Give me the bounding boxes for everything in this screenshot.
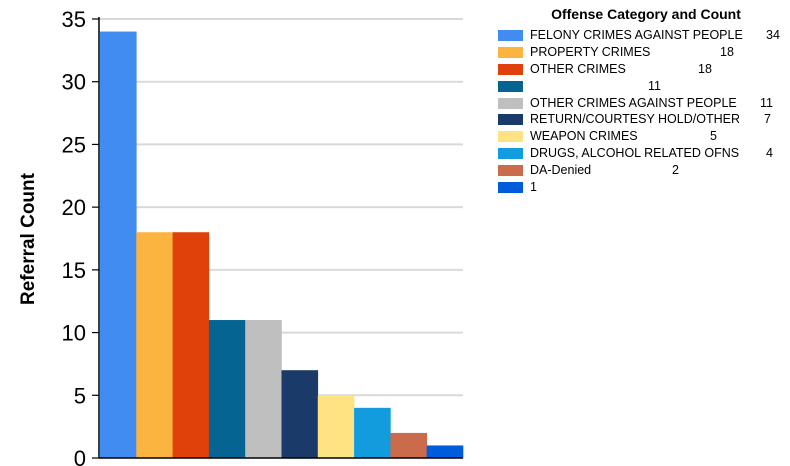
legend-item: DRUGS, ALCOHOL RELATED OFNS 4 [496,146,786,163]
legend-swatch [498,97,523,109]
legend-label: PROPERTY CRIMES [530,44,651,59]
legend-count: 34 [766,28,780,42]
legend-count: 11 [648,78,661,93]
y-tick-label: 35 [62,7,86,32]
y-tick-label: 15 [62,258,86,283]
legend-count: 2 [672,163,679,178]
legend-label: WEAPON CRIMES [530,129,638,144]
legend-title: Offense Category and Count [551,6,741,22]
legend-item: OTHER CRIMES AGAINST PEOPLE 11 [496,96,786,113]
y-tick-label: 20 [62,195,86,220]
bar [281,370,319,458]
bars [100,31,464,459]
bar [208,320,246,458]
legend-label: FELONY CRIMES AGAINST PEOPLE [530,28,743,42]
legend-count: 7 [764,112,771,127]
legend-count: 5 [710,129,717,144]
bar [245,320,282,458]
y-tick-label: 0 [74,446,86,466]
bar [136,232,173,458]
legend-item: 1 [496,180,786,197]
legend-count: 18 [698,61,712,76]
y-tick-label: 30 [62,70,86,95]
legend-label: OTHER CRIMES AGAINST PEOPLE [530,95,737,110]
legend-item: FELONY CRIMES AGAINST PEOPLE 34 [496,28,786,45]
legend-item: OTHER CRIMES 18 [496,62,786,79]
y-tick-label: 25 [62,132,86,157]
legend-swatch [498,46,523,58]
legend-swatch [498,63,523,75]
legend-item: RETURN/COURTESY HOLD/OTHER 7 [496,112,786,129]
legend-swatch [498,148,523,160]
legend-count: 18 [720,44,734,59]
legend-count: 11 [760,95,773,110]
y-axis-title: Referral Count [18,172,39,305]
legend-label: DA-Denied [530,163,592,178]
legend-swatch [498,165,523,177]
bar [317,395,355,458]
legend-item: PROPERTY CRIMES 18 [496,45,786,62]
legend-item: 11 [496,79,786,96]
legend-swatch [498,30,523,41]
bar [172,232,210,458]
legend: Offense Category and Count FELONY CRIMES… [496,6,786,197]
legend-swatch [498,80,523,92]
y-axis-ticks: 0 5 10 15 20 25 30 35 [62,7,99,466]
legend-items: FELONY CRIMES AGAINST PEOPLE 34 PROPERTY C… [496,28,786,197]
legend-label: OTHER CRIMES [530,61,626,76]
legend-label: RETURN/COURTESY HOLD/OTHER [530,112,740,127]
legend-swatch [498,182,523,194]
bar [426,445,464,458]
y-tick-label: 5 [74,383,86,408]
bar [100,31,137,459]
legend-swatch [498,131,523,143]
y-tick-label: 10 [62,321,86,346]
legend-label: DRUGS, ALCOHOL RELATED OFNS [530,146,740,161]
legend-item: WEAPON CRIMES 5 [496,129,786,146]
legend-item: DA-Denied 2 [496,163,786,180]
legend-count: 4 [766,146,773,161]
bar [390,432,427,458]
legend-swatch [498,114,523,126]
legend-count: 1 [530,180,537,195]
bar [354,407,391,458]
